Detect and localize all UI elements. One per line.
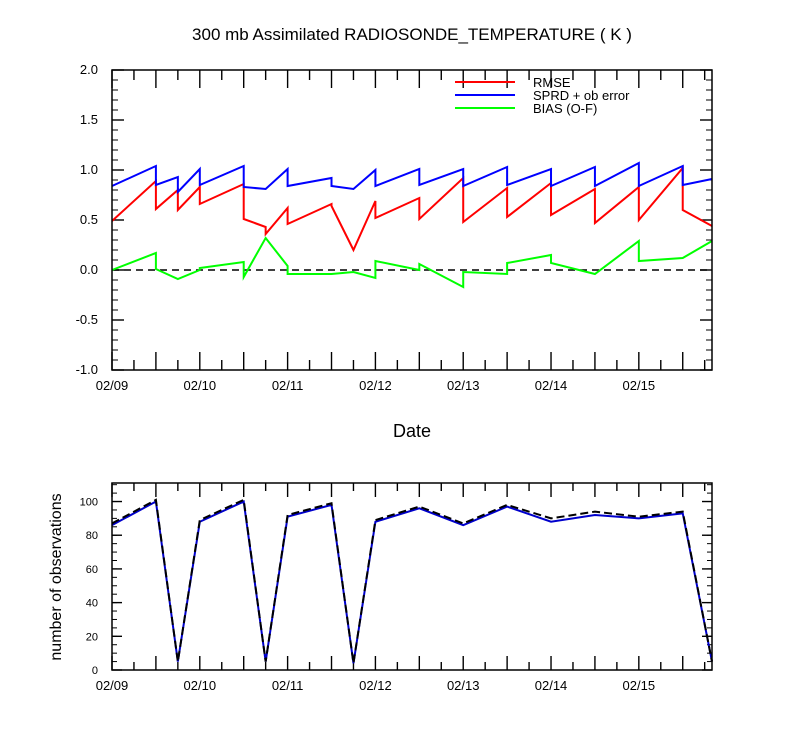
bottom-chart-series	[111, 498, 713, 664]
x-tick-label: 02/14	[535, 678, 568, 693]
x-tick-label: 02/15	[623, 678, 656, 693]
y-tick-label: 0	[92, 665, 98, 677]
series-line-assimilated	[111, 499, 713, 664]
y-tick-label: -0.5	[76, 312, 98, 327]
bottom-chart-x-tick-labels: 02/09 02/10 02/11 02/12 02/13 02/14 02/15	[96, 678, 655, 693]
y-tick-label: 1.5	[80, 112, 98, 127]
x-axis-label: Date	[393, 421, 431, 441]
series-line-rmse	[111, 165, 713, 253]
legend-label-sprd-ob-error: SPRD + ob error	[533, 88, 630, 103]
top-chart-x-tick-labels: 02/09 02/10 02/11 02/12 02/13 02/14 02/15	[96, 378, 655, 393]
series-line-bias-o-f	[111, 236, 713, 289]
y-tick-label: 60	[86, 564, 98, 576]
top-chart-ticks	[111, 69, 712, 371]
x-tick-label: 02/12	[359, 378, 392, 393]
x-tick-label: 02/11	[272, 678, 304, 693]
y-tick-label: 2.0	[80, 62, 98, 77]
y-tick-label: 100	[80, 497, 98, 509]
y-axis-label: number of observations	[48, 493, 65, 660]
x-tick-label: 02/10	[184, 678, 217, 693]
top-chart-series	[111, 161, 713, 289]
x-tick-label: 02/13	[447, 678, 480, 693]
x-tick-label: 02/11	[272, 378, 304, 393]
x-tick-label: 02/13	[447, 378, 480, 393]
chart-title: 300 mb Assimilated RADIOSONDE_TEMPERATUR…	[192, 25, 632, 44]
series-line-total	[111, 498, 713, 664]
y-tick-label: -1.0	[76, 362, 98, 377]
y-tick-label: 20	[86, 631, 98, 643]
legend-label-rmse: RMSE	[533, 75, 571, 90]
bottom-chart-y-tick-labels: 0 20 40 60 80 100	[80, 497, 98, 677]
top-chart-plot-frame	[111, 69, 713, 371]
x-tick-label: 02/12	[359, 678, 392, 693]
legend-label-bias-o-f: BIAS (O-F)	[533, 101, 597, 116]
y-tick-label: 0.0	[80, 262, 98, 277]
y-tick-label: 0.5	[80, 212, 98, 227]
y-tick-label: 80	[86, 530, 98, 542]
series-line-sprd-ob-error	[111, 161, 713, 195]
y-tick-label: 1.0	[80, 162, 98, 177]
x-tick-label: 02/15	[623, 378, 656, 393]
x-tick-label: 02/09	[96, 678, 129, 693]
y-tick-label: 40	[86, 598, 98, 610]
top-chart-y-tick-labels: -1.0 -0.5 0.0 0.5 1.0 1.5 2.0	[76, 62, 98, 377]
bottom-chart-plot-frame	[111, 482, 713, 671]
x-tick-label: 02/10	[184, 378, 217, 393]
x-tick-label: 02/09	[96, 378, 129, 393]
x-tick-label: 02/14	[535, 378, 568, 393]
